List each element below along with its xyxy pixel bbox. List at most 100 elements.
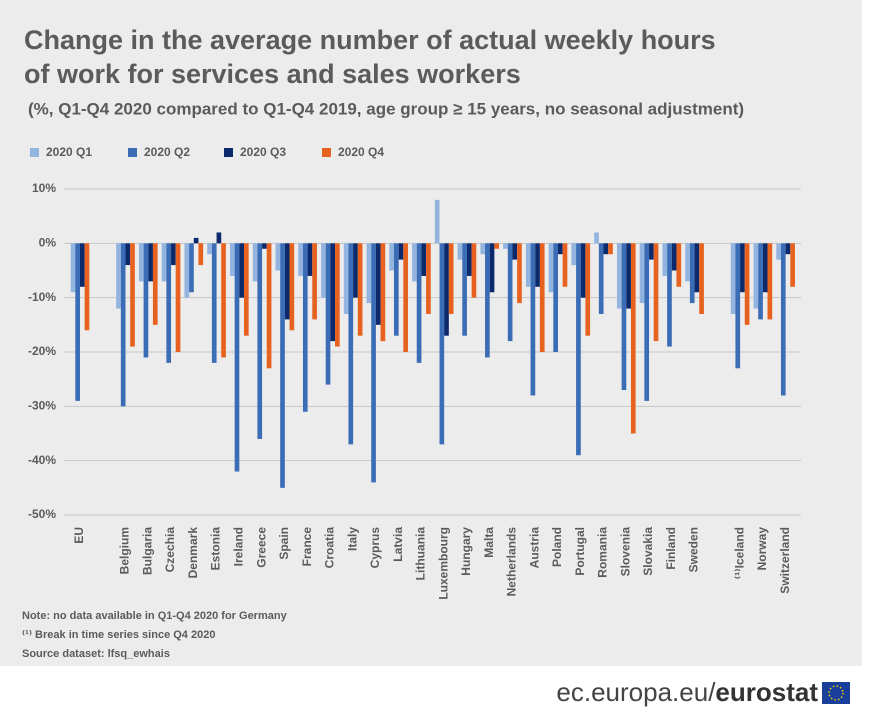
bar	[485, 243, 490, 358]
bar	[790, 243, 795, 287]
y-tick-label: -50%	[28, 507, 56, 521]
bar	[444, 243, 449, 336]
bar	[735, 243, 741, 369]
bar	[239, 243, 244, 298]
note: Note: no data available in Q1-Q4 2020 fo…	[22, 610, 288, 622]
bar	[289, 243, 295, 331]
bar	[462, 243, 467, 336]
x-tick-label: Italy	[345, 527, 359, 551]
x-tick-label: Czechia	[163, 527, 177, 573]
bar	[280, 243, 285, 488]
bar	[780, 243, 786, 396]
bar	[152, 243, 158, 325]
legend-swatch	[322, 148, 331, 157]
bar	[221, 243, 226, 358]
bar	[335, 243, 340, 347]
bar	[585, 243, 591, 336]
bar	[512, 243, 518, 260]
bar	[125, 243, 131, 266]
bar	[553, 243, 558, 352]
bar	[357, 243, 363, 336]
bar	[426, 243, 431, 314]
x-tick-label: Poland	[550, 527, 564, 567]
bar	[375, 243, 381, 325]
bar	[767, 243, 773, 320]
x-tick-label: EU	[72, 527, 86, 544]
bar	[312, 243, 317, 320]
legend-label: 2020 Q3	[240, 145, 286, 159]
bar	[489, 243, 495, 293]
bar	[694, 243, 700, 293]
bar	[234, 243, 240, 472]
x-tick-label: Switzerland	[778, 527, 792, 594]
bar	[416, 243, 422, 363]
x-tick-label: Norway	[755, 527, 769, 571]
bar	[189, 243, 194, 293]
bar	[353, 243, 358, 298]
y-tick-label: 0%	[39, 236, 57, 250]
legend-swatch	[224, 148, 233, 157]
bar	[262, 243, 267, 249]
bar	[639, 243, 645, 304]
bar	[138, 243, 144, 282]
bar	[412, 243, 417, 282]
bar	[494, 243, 500, 249]
eu-stars	[828, 685, 844, 701]
bar	[562, 243, 568, 287]
bar	[744, 243, 750, 325]
bar	[740, 243, 745, 293]
bar	[393, 243, 399, 336]
x-tick-label: Hungary	[459, 527, 473, 576]
x-tick-label: Bulgaria	[140, 527, 154, 575]
bar	[321, 243, 326, 298]
x-tick-label: Cyprus	[368, 527, 382, 569]
bar	[753, 243, 759, 309]
bar	[193, 237, 199, 244]
legend-label: 2020 Q1	[46, 145, 92, 159]
bar	[480, 243, 486, 255]
x-tick-label: Lithuania	[414, 527, 428, 581]
bar	[530, 243, 536, 396]
x-tick-label: Slovenia	[618, 527, 632, 577]
x-tick-label: Greece	[254, 527, 268, 568]
bar	[603, 243, 609, 255]
bar	[175, 243, 181, 352]
bar	[79, 243, 85, 287]
legend-label: 2020 Q4	[338, 145, 384, 159]
bar	[307, 243, 313, 276]
bar	[130, 243, 135, 347]
y-tick-label: -30%	[28, 399, 56, 413]
y-tick-label: -40%	[28, 453, 56, 467]
bar	[75, 243, 80, 401]
bar	[571, 243, 577, 266]
bar	[371, 243, 376, 483]
bar	[471, 243, 477, 298]
bar	[216, 232, 222, 244]
bar	[252, 243, 258, 282]
bar	[389, 243, 394, 271]
y-tick-label: -20%	[28, 344, 56, 358]
x-tick-label: Ireland	[231, 527, 245, 566]
bar	[457, 243, 463, 260]
x-tick-label: Netherlands	[505, 527, 519, 597]
x-tick-label: Austria	[527, 527, 541, 569]
bar	[580, 243, 586, 298]
bar	[198, 243, 204, 266]
bar	[421, 243, 427, 276]
bar	[448, 243, 454, 314]
bar	[166, 243, 172, 363]
bar	[161, 243, 167, 282]
legend-swatch	[128, 148, 137, 157]
x-tick-label: Malta	[482, 527, 496, 558]
bar	[229, 243, 235, 276]
bar	[785, 243, 791, 255]
x-tick-label: Finland	[664, 527, 678, 570]
bar	[348, 243, 354, 445]
bar	[184, 243, 190, 298]
x-tick-label: Portugal	[573, 527, 587, 576]
bar	[576, 243, 581, 456]
bar	[398, 243, 404, 260]
x-tick-label: Belgium	[118, 527, 132, 574]
bar	[434, 199, 440, 244]
